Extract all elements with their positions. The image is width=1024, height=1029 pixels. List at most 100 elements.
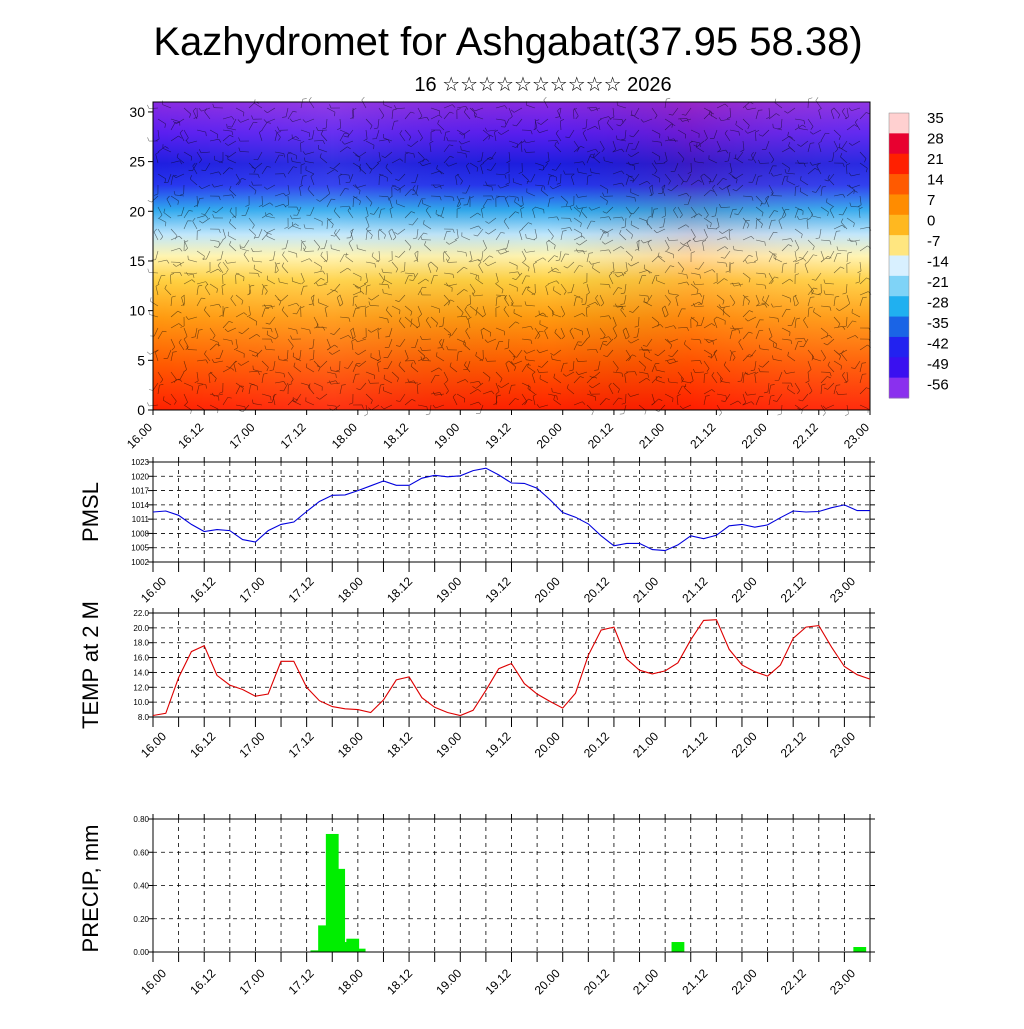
x-tick-label: 23.00 — [841, 420, 872, 451]
y-tick-label: 0.00 — [133, 948, 149, 957]
colorbar-swatch — [889, 276, 909, 297]
wind-barb-flag — [645, 411, 646, 415]
precip-bar — [332, 869, 345, 952]
wind-barb-flag — [666, 98, 670, 99]
colorbar-swatch — [889, 215, 909, 236]
x-tick-label: 17.12 — [278, 420, 309, 451]
x-tick-label: 21.00 — [630, 574, 661, 605]
x-tick-label: 16.12 — [187, 574, 218, 605]
wind-barb-flag — [147, 352, 150, 355]
colorbar-label: 14 — [927, 172, 944, 189]
x-tick-label: 23.00 — [827, 574, 858, 605]
x-tick-label: 17.00 — [236, 966, 267, 997]
y-tick-label: 1002 — [131, 558, 149, 567]
wind-barb-flag — [362, 97, 365, 100]
colorbar-label: -35 — [927, 315, 949, 332]
y-tick-label: 16.0 — [133, 654, 149, 663]
x-tick-label: 17.12 — [286, 729, 317, 760]
x-tick-label: 18.00 — [335, 574, 366, 605]
x-tick-label: 16.12 — [187, 966, 218, 997]
y-tick-label: 1023 — [131, 458, 149, 467]
y-tick-label: 20.0 — [133, 624, 149, 633]
colorbar-label: 21 — [927, 151, 944, 168]
wind-barb-flag — [777, 414, 781, 415]
y-axis-label: PMSL — [78, 482, 103, 542]
wind-barb-flag — [802, 410, 803, 414]
wind-barb-flag — [845, 414, 848, 416]
wind-barb-flag — [823, 413, 825, 416]
wind-barb-flag — [239, 410, 243, 411]
wind-barb-flag — [147, 105, 149, 109]
x-tick-label: 16.00 — [124, 420, 155, 451]
wind-barb-flag — [426, 414, 430, 415]
x-tick-label: 20.00 — [532, 729, 563, 760]
chart-subtitle: 16 ☆☆☆☆☆☆☆☆☆☆ 2026 — [414, 74, 671, 96]
y-tick-label: 15 — [129, 253, 145, 269]
x-tick-label: 20.00 — [532, 574, 563, 605]
colorbar-label: -7 — [927, 233, 940, 250]
x-tick-label: 16.12 — [175, 420, 206, 451]
x-tick-label: 17.12 — [286, 966, 317, 997]
y-tick-label: 10.0 — [133, 698, 149, 707]
y-tick-label: 30 — [129, 104, 145, 120]
y-tick-label: 8.0 — [138, 713, 150, 722]
x-tick-label: 17.00 — [226, 420, 257, 451]
y-tick-label: 0.40 — [133, 882, 149, 891]
colorbar-swatch — [889, 317, 909, 338]
x-tick-label: 23.00 — [827, 729, 858, 760]
y-tick-label: 22.0 — [133, 609, 149, 618]
x-tick-label: 18.12 — [384, 966, 415, 997]
colorbar-swatch — [889, 235, 909, 256]
y-tick-label: 1017 — [131, 487, 149, 496]
x-tick-label: 18.00 — [335, 966, 366, 997]
y-tick-label: 1005 — [131, 544, 149, 553]
colorbar-label: -49 — [927, 356, 949, 373]
wind-barb-flag — [148, 200, 152, 202]
colorbar-label: 0 — [927, 213, 935, 230]
x-tick-label: 22.12 — [790, 420, 821, 451]
colorbar-swatch — [889, 154, 909, 175]
x-tick-label: 19.12 — [482, 574, 513, 605]
colorbar-label: 7 — [927, 192, 935, 209]
wind-barb-flag — [148, 269, 149, 273]
y-tick-label: 1020 — [131, 472, 149, 481]
colorbar-label: 28 — [927, 131, 944, 148]
y-tick-label: 1014 — [131, 501, 149, 510]
x-tick-label: 21.12 — [679, 729, 710, 760]
x-tick-label: 22.00 — [739, 420, 770, 451]
colorbar-label: -21 — [927, 274, 949, 291]
x-tick-label: 17.00 — [236, 729, 267, 760]
x-tick-label: 22.12 — [778, 574, 809, 605]
y-axis-label: PRECIP, mm — [78, 825, 103, 953]
y-axis-label: TEMP at 2 M — [78, 601, 103, 729]
x-tick-label: 19.12 — [482, 420, 513, 451]
colorbar-swatch — [889, 194, 909, 215]
x-tick-label: 20.00 — [534, 420, 565, 451]
x-tick-label: 18.00 — [329, 420, 360, 451]
x-tick-label: 20.00 — [532, 966, 563, 997]
colorbar-swatch — [889, 174, 909, 195]
x-tick-label: 19.00 — [431, 420, 462, 451]
x-tick-label: 17.00 — [236, 574, 267, 605]
x-tick-label: 21.00 — [630, 966, 661, 997]
x-tick-label: 18.12 — [384, 574, 415, 605]
colorbar-label: -28 — [927, 295, 949, 312]
x-tick-label: 20.12 — [585, 420, 616, 451]
x-tick-label: 23.00 — [827, 966, 858, 997]
x-tick-label: 19.12 — [482, 966, 513, 997]
x-tick-label: 21.12 — [687, 420, 718, 451]
precip-bar — [853, 947, 866, 952]
wind-barb-flag — [150, 297, 151, 301]
colorbar-swatch — [889, 113, 909, 134]
x-tick-label: 19.00 — [433, 729, 464, 760]
y-tick-label: 0.80 — [133, 815, 149, 824]
temperature-field-shading — [153, 102, 870, 410]
x-tick-label: 21.12 — [679, 574, 710, 605]
x-tick-label: 20.12 — [581, 574, 612, 605]
precip-bar — [672, 942, 685, 952]
y-tick-label: 0.20 — [133, 915, 149, 924]
colorbar-label: -56 — [927, 377, 949, 394]
wind-barb-flag — [191, 410, 192, 414]
